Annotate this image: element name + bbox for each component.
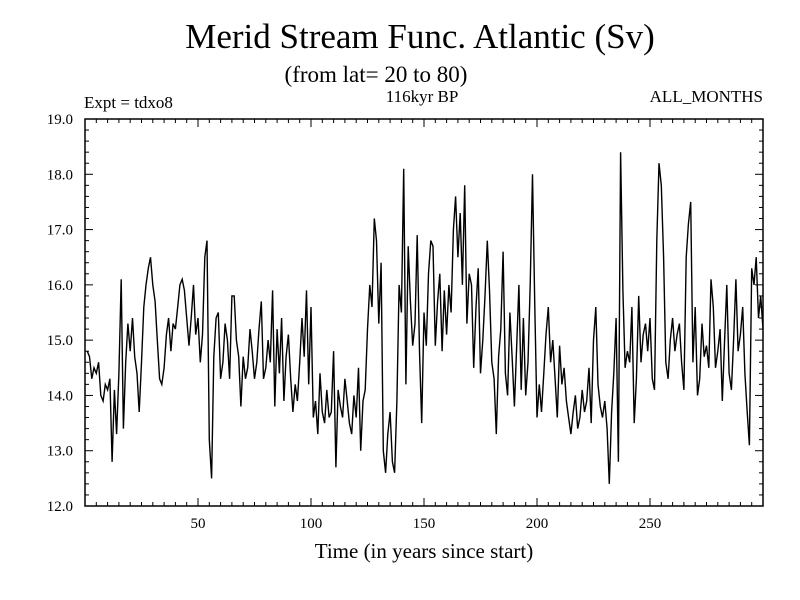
x-tick-label: 50	[191, 516, 206, 532]
x-tick-label: 200	[526, 516, 549, 532]
experiment-label: Expt = tdxo8	[84, 93, 173, 112]
y-tick-label: 14.0	[47, 388, 73, 404]
y-tick-label: 17.0	[47, 223, 73, 239]
x-tick-label: 250	[639, 516, 662, 532]
y-tick-label: 16.0	[47, 278, 73, 294]
y-tick-label: 18.0	[47, 167, 73, 183]
y-tick-label: 12.0	[47, 499, 73, 515]
x-tick-label: 150	[413, 516, 436, 532]
chart-title: Merid Stream Func. Atlantic (Sv)	[185, 17, 655, 56]
chart-subtitle: (from lat= 20 to 80)	[285, 62, 468, 87]
plot-frame	[84, 118, 764, 507]
y-tick-label: 19.0	[47, 112, 73, 128]
series-line	[86, 152, 764, 484]
period-label: 116kyr BP	[386, 87, 459, 106]
axis-tick-labels: 50 100 150 200 250 12.0 13.0 14.0 15.0 16.0 17.0 18…	[47, 112, 662, 532]
y-tick-label: 13.0	[47, 444, 73, 460]
x-axis-label: Time (in years since start)	[315, 539, 534, 563]
months-label: ALL_MONTHS	[650, 87, 763, 106]
x-tick-label: 100	[300, 516, 323, 532]
y-tick-label: 15.0	[47, 333, 73, 349]
